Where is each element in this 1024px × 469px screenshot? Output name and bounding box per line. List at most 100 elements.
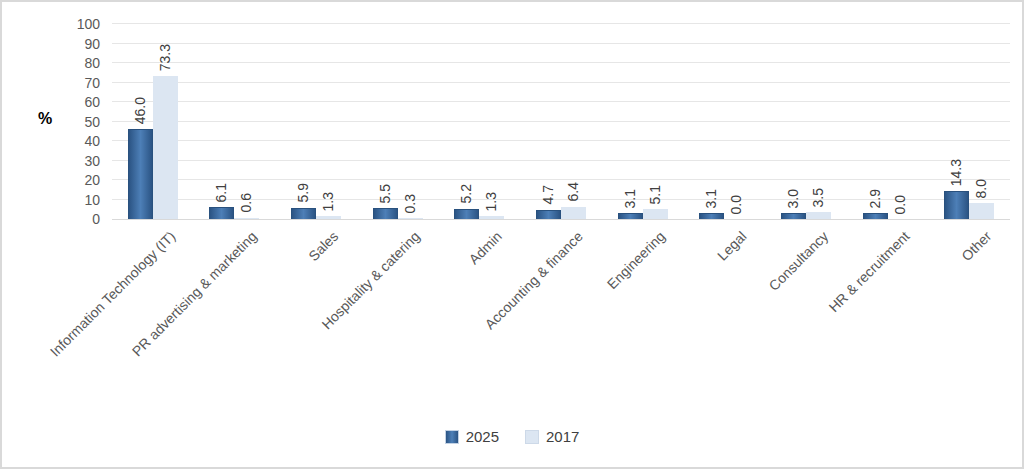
value-label-2017-hospitality-catering: 0.3 bbox=[403, 194, 418, 213]
y-tick-20: 20 bbox=[84, 173, 100, 187]
bar-group-admin: 5.2 1.3 bbox=[439, 24, 521, 219]
bar-chart: % 0102030405060708090100 46.073.36.10.65… bbox=[0, 0, 1024, 469]
value-label-2025-other: 14.3 bbox=[949, 159, 964, 186]
bar-col-2017-legal: 0.0 bbox=[724, 195, 749, 219]
x-label-legal: Legal bbox=[714, 228, 750, 264]
y-tick-60: 60 bbox=[84, 95, 100, 109]
bar-col-2025-hospitality-catering: 5.5 bbox=[373, 184, 398, 219]
bar-col-2025-other: 14.3 bbox=[944, 159, 969, 219]
x-label-other: Other bbox=[958, 228, 994, 264]
bar-col-2025-hr-recruitment: 2.9 bbox=[863, 189, 888, 219]
y-tick-50: 50 bbox=[84, 115, 100, 129]
bar-col-2025-sales: 5.9 bbox=[291, 183, 316, 219]
bar-2017-information-technology-it bbox=[153, 76, 178, 219]
value-label-2025-hr-recruitment: 2.9 bbox=[868, 189, 883, 208]
value-label-2017-information-technology-it: 73.3 bbox=[158, 44, 173, 71]
bar-col-2025-consultancy: 3.0 bbox=[781, 189, 806, 219]
bar-col-2025-accounting-finance: 4.7 bbox=[536, 185, 561, 219]
bar-group-hospitality-catering: 5.5 0.3 bbox=[357, 24, 439, 219]
bar-2025-consultancy bbox=[781, 213, 806, 219]
value-label-2025-hospitality-catering: 5.5 bbox=[378, 184, 393, 203]
value-label-2025-engineering: 3.1 bbox=[623, 189, 638, 208]
bar-group-pr-advertising-marketing: 6.1 0.6 bbox=[194, 24, 276, 219]
bar-2025-legal bbox=[699, 213, 724, 219]
x-label-accounting-finance: Accounting & finance bbox=[482, 228, 586, 332]
legend-item-2025: 2025 bbox=[445, 428, 499, 445]
bar-col-2017-other: 8.0 bbox=[969, 179, 994, 219]
y-tick-100: 100 bbox=[77, 17, 100, 31]
plot-area: 46.0 73.3 6.1 0.6 5.9 1.3 5.5 0.3 5.2 1.3 4.7 6.4 3.… bbox=[112, 24, 1010, 220]
x-label-engineering: Engineering bbox=[604, 228, 668, 292]
value-label-2025-legal: 3.1 bbox=[704, 189, 719, 208]
value-label-2017-consultancy: 3.5 bbox=[811, 188, 826, 207]
bar-2017-pr-advertising-marketing bbox=[234, 218, 259, 219]
bar-2017-sales bbox=[316, 216, 341, 219]
bar-group-legal: 3.1 0.0 bbox=[683, 24, 765, 219]
y-tick-40: 40 bbox=[84, 134, 100, 148]
value-label-2025-admin: 5.2 bbox=[459, 184, 474, 203]
bar-col-2017-sales: 1.3 bbox=[316, 192, 341, 219]
bar-group-other: 14.3 8.0 bbox=[928, 24, 1010, 219]
bar-col-2017-hr-recruitment: 0.0 bbox=[888, 195, 913, 219]
legend-item-2017: 2017 bbox=[525, 428, 579, 445]
bar-col-2017-consultancy: 3.5 bbox=[806, 188, 831, 219]
x-label-sales: Sales bbox=[305, 228, 341, 264]
bar-col-2025-information-technology-it: 46.0 bbox=[128, 97, 153, 219]
y-tick-90: 90 bbox=[84, 37, 100, 51]
value-label-2017-other: 8.0 bbox=[974, 179, 989, 198]
bar-col-2017-pr-advertising-marketing: 0.6 bbox=[234, 193, 259, 219]
value-label-2017-admin: 1.3 bbox=[484, 192, 499, 211]
bar-2017-engineering bbox=[643, 209, 668, 219]
bar-2025-hospitality-catering bbox=[373, 208, 398, 219]
y-axis: 0 10 20 30 40 50 60 70 80 90 100 bbox=[2, 2, 106, 467]
legend-label-2017: 2017 bbox=[546, 428, 579, 445]
bar-col-2017-hospitality-catering: 0.3 bbox=[398, 194, 423, 219]
bar-group-accounting-finance: 4.7 6.4 bbox=[520, 24, 602, 219]
value-label-2017-pr-advertising-marketing: 0.6 bbox=[239, 193, 254, 212]
bar-col-2025-engineering: 3.1 bbox=[618, 189, 643, 220]
bar-2017-other bbox=[969, 203, 994, 219]
value-label-2025-consultancy: 3.0 bbox=[786, 189, 801, 208]
bar-col-2025-pr-advertising-marketing: 6.1 bbox=[209, 183, 234, 219]
bar-2025-sales bbox=[291, 208, 316, 220]
bar-2025-engineering bbox=[618, 213, 643, 219]
y-tick-80: 80 bbox=[84, 56, 100, 70]
legend: 2025 2017 bbox=[2, 428, 1022, 445]
x-label-consultancy: Consultancy bbox=[765, 228, 831, 294]
bar-group-engineering: 3.1 5.1 bbox=[602, 24, 684, 219]
y-tick-30: 30 bbox=[84, 154, 100, 168]
bar-2017-accounting-finance bbox=[561, 207, 586, 219]
value-label-2017-sales: 1.3 bbox=[321, 192, 336, 211]
bar-2025-admin bbox=[454, 209, 479, 219]
value-label-2017-legal: 0.0 bbox=[729, 195, 744, 214]
bar-col-2017-admin: 1.3 bbox=[479, 192, 504, 219]
bar-2025-information-technology-it bbox=[128, 129, 153, 219]
bar-col-2017-information-technology-it: 73.3 bbox=[153, 44, 178, 219]
legend-swatch-2025 bbox=[445, 430, 459, 444]
legend-swatch-2017 bbox=[525, 430, 539, 444]
bar-col-2017-accounting-finance: 6.4 bbox=[561, 182, 586, 219]
bar-col-2025-legal: 3.1 bbox=[699, 189, 724, 220]
value-label-2017-hr-recruitment: 0.0 bbox=[893, 195, 908, 214]
value-label-2025-sales: 5.9 bbox=[296, 183, 311, 202]
bar-2025-accounting-finance bbox=[536, 210, 561, 219]
bar-col-2025-admin: 5.2 bbox=[454, 184, 479, 219]
x-label-hospitality-catering: Hospitality & catering bbox=[319, 228, 423, 332]
bar-2025-hr-recruitment bbox=[863, 213, 888, 219]
value-label-2017-engineering: 5.1 bbox=[648, 185, 663, 204]
x-label-pr-advertising-marketing: PR advertising & marketing bbox=[129, 228, 260, 359]
legend-label-2025: 2025 bbox=[466, 428, 499, 445]
bar-2017-consultancy bbox=[806, 212, 831, 219]
x-label-admin: Admin bbox=[465, 228, 504, 267]
y-tick-70: 70 bbox=[84, 76, 100, 90]
y-tick-10: 10 bbox=[84, 193, 100, 207]
x-label-hr-recruitment: HR & recruitment bbox=[826, 228, 913, 315]
bar-col-2017-engineering: 5.1 bbox=[643, 185, 668, 219]
value-label-2025-pr-advertising-marketing: 6.1 bbox=[214, 183, 229, 202]
bar-2017-admin bbox=[479, 216, 504, 219]
y-tick-0: 0 bbox=[92, 212, 100, 226]
value-label-2025-information-technology-it: 46.0 bbox=[133, 97, 148, 124]
bar-group-hr-recruitment: 2.9 0.0 bbox=[847, 24, 929, 219]
bar-2017-hospitality-catering bbox=[398, 218, 423, 219]
value-label-2025-accounting-finance: 4.7 bbox=[541, 185, 556, 204]
